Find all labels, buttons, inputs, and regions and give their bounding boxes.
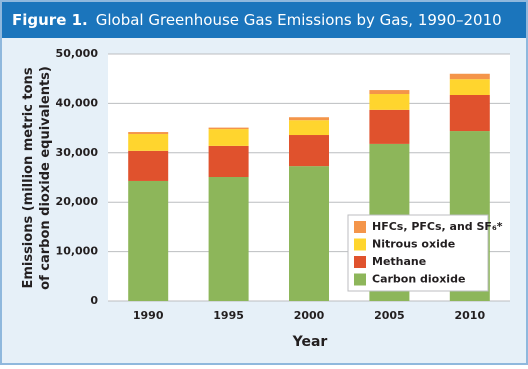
header-bar — [2, 2, 526, 38]
bar-segment — [128, 134, 169, 151]
y-axis-title-line: Emissions (million metric tons — [21, 67, 36, 288]
bar-segment — [289, 135, 329, 167]
x-tick-label: 2010 — [454, 309, 485, 322]
legend-label: Carbon dioxide — [372, 273, 465, 286]
legend-swatch — [354, 221, 366, 233]
y-axis-title-line: of carbon dioxide equivalents) — [38, 66, 53, 290]
legend-swatch — [354, 273, 366, 286]
bar-segment — [128, 150, 169, 181]
header: Figure 1. Global Greenhouse Gas Emissions… — [12, 11, 502, 29]
y-tick-label: 40,000 — [56, 96, 99, 109]
x-tick-label: 2000 — [294, 309, 325, 322]
legend-label: HFCs, PFCs, and SF₆* — [372, 220, 503, 233]
bar-segment — [449, 95, 490, 132]
bar-segment — [208, 129, 249, 146]
bar-segment — [289, 120, 329, 136]
legend-label: Nitrous oxide — [372, 238, 455, 251]
legend-swatch — [354, 238, 366, 251]
y-tick-label: 10,000 — [56, 245, 99, 258]
bar-segment — [128, 132, 169, 135]
bar-segment — [289, 117, 329, 121]
bar-segment — [369, 90, 410, 95]
bar-segment — [449, 73, 490, 80]
y-tick-label: 50,000 — [56, 47, 99, 60]
bar-segment — [369, 94, 410, 110]
y-axis-title: Emissions (million metric tons of carbon … — [21, 66, 53, 290]
x-axis-title: Year — [292, 334, 328, 350]
bar-segment — [369, 109, 410, 144]
y-tick-label: 30,000 — [56, 146, 99, 159]
legend-swatch — [354, 256, 366, 268]
x-tick-label: 2005 — [374, 309, 405, 322]
x-tick-label: 1990 — [133, 309, 164, 322]
legend-label: Methane — [372, 255, 426, 268]
chart-title: Global Greenhouse Gas Emissions by Gas, … — [96, 11, 502, 29]
legend-box — [347, 214, 489, 292]
y-tick-label: 0 — [90, 294, 98, 307]
bar-segment — [208, 145, 249, 178]
bar-segment — [128, 180, 169, 301]
x-tick-label: 1995 — [213, 309, 244, 322]
bar-segment — [289, 166, 329, 301]
bar-segment — [208, 177, 249, 301]
bar-segment — [208, 127, 249, 130]
bar-segment — [449, 79, 490, 96]
figure-label: Figure 1. — [12, 11, 88, 29]
y-tick-label: 20,000 — [56, 195, 99, 208]
